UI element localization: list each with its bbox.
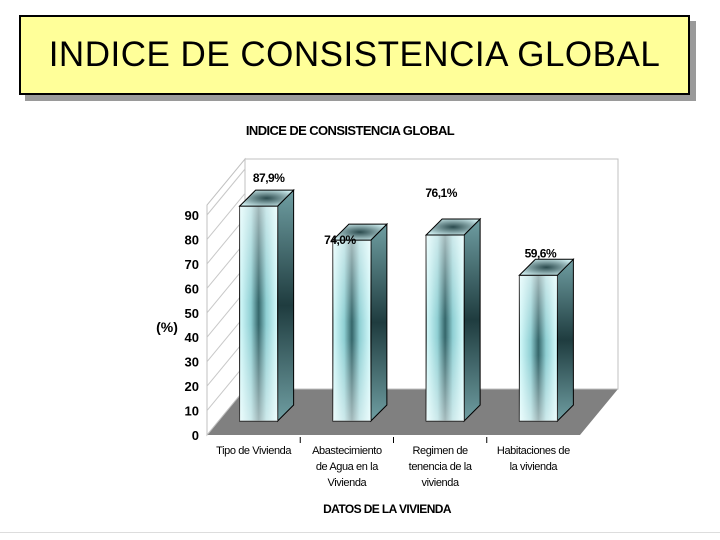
x-tick-label: Vivienda bbox=[327, 477, 367, 489]
gridline bbox=[206, 168, 246, 216]
chart-side-wall bbox=[206, 157, 246, 437]
data-label: 59,6% bbox=[525, 246, 557, 260]
bar-side bbox=[370, 222, 388, 423]
bar-top bbox=[238, 189, 295, 207]
x-axis: Tipo de Vivienda Abastecimiento de Agua en… bbox=[216, 437, 570, 489]
gridline bbox=[206, 339, 246, 387]
y-tick-label: 40 bbox=[185, 330, 199, 345]
bar-front-highlight bbox=[239, 206, 278, 421]
x-axis-label: DATOS DE LA VIVIENDA bbox=[323, 502, 452, 516]
bar-side bbox=[463, 217, 481, 423]
bar-side bbox=[556, 258, 574, 423]
y-axis-label: (%) bbox=[156, 319, 178, 335]
bar-top bbox=[518, 258, 575, 276]
bar-group: 87,9% 74,0% 76,1% 59,6% bbox=[238, 171, 575, 423]
gridline bbox=[206, 193, 246, 240]
y-tick-label: 10 bbox=[185, 404, 199, 419]
y-tick-label: 30 bbox=[185, 355, 199, 370]
data-label: 87,9% bbox=[253, 171, 285, 185]
bar-front-highlight bbox=[519, 275, 558, 421]
bar-front-highlight bbox=[332, 240, 371, 421]
bar bbox=[424, 217, 482, 423]
x-tick-label: tenencia de la bbox=[409, 461, 473, 473]
y-tick-label: 90 bbox=[185, 208, 199, 223]
bar bbox=[518, 258, 575, 423]
bar-side bbox=[277, 188, 295, 423]
x-tick-label: Tipo de Vivienda bbox=[216, 445, 292, 457]
x-tick-label: vivienda bbox=[422, 477, 460, 489]
x-tick-label: Habitaciones de bbox=[497, 445, 570, 457]
x-tick-label: Abastecimiento bbox=[312, 445, 382, 457]
gridline bbox=[206, 290, 246, 338]
bar bbox=[238, 188, 295, 423]
data-label: 76,1% bbox=[425, 186, 457, 200]
y-tick-label: 20 bbox=[185, 379, 199, 394]
y-tick-label: 70 bbox=[185, 257, 199, 272]
x-tick-label: de Agua en la bbox=[316, 461, 379, 473]
chart-floor bbox=[207, 389, 618, 435]
y-tick-label: 0 bbox=[192, 428, 199, 443]
y-tick-label: 60 bbox=[185, 281, 199, 296]
bar-top bbox=[424, 218, 482, 236]
bar bbox=[331, 222, 389, 423]
bar-top bbox=[331, 223, 389, 241]
x-tick-label: la vivienda bbox=[510, 461, 559, 473]
gridline bbox=[206, 266, 246, 314]
gridline bbox=[206, 315, 246, 362]
y-tick-label: 80 bbox=[185, 232, 199, 247]
y-tick-label: 50 bbox=[185, 306, 199, 321]
x-tick-label: Regimen de bbox=[412, 445, 468, 457]
slide-title: INDICE DE CONSISTENCIA GLOBAL bbox=[48, 35, 661, 74]
footer-divider bbox=[0, 532, 720, 533]
data-label: 74,0% bbox=[324, 233, 356, 247]
chart-frame bbox=[206, 157, 619, 437]
gridline bbox=[206, 242, 246, 289]
gridline bbox=[206, 217, 246, 265]
bar-front-highlight bbox=[426, 234, 465, 421]
gridline bbox=[206, 364, 246, 411]
slide-title-box: INDICE DE CONSISTENCIA GLOBAL bbox=[19, 15, 690, 95]
y-axis: 0 10 20 30 40 50 60 70 80 90 bbox=[185, 208, 199, 443]
chart-title: INDICE DE CONSISTENCIA GLOBAL bbox=[246, 123, 455, 138]
